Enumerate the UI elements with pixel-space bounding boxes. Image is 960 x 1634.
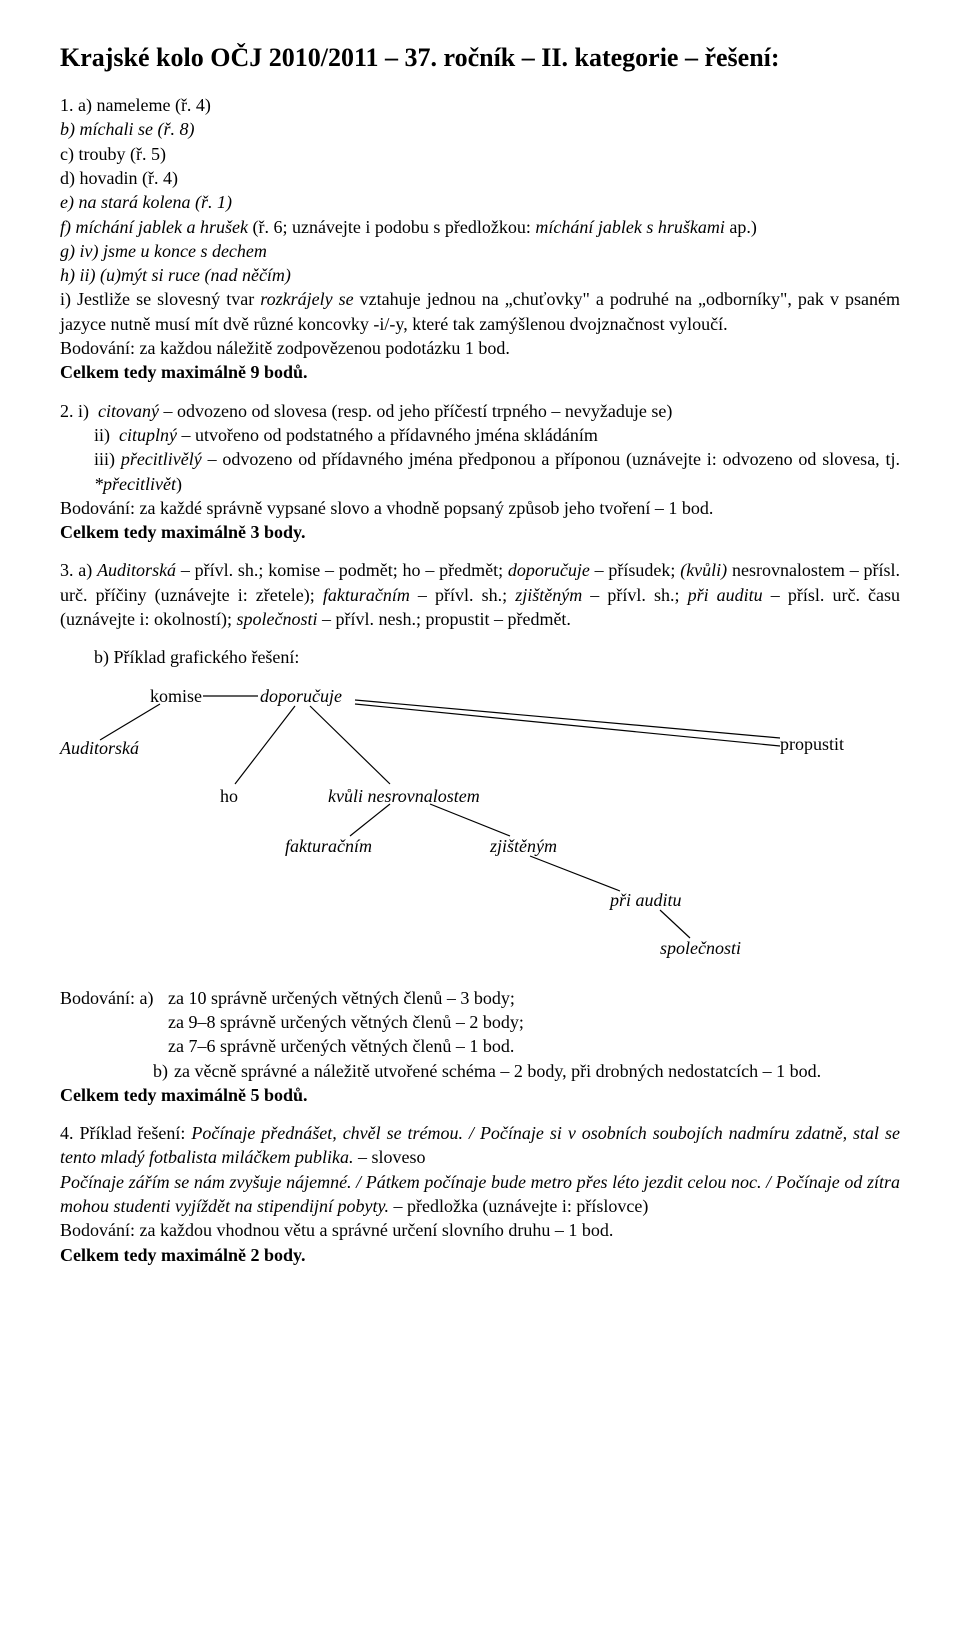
q4-total: Celkem tedy maximálně 2 body.: [60, 1243, 900, 1267]
question-3: 3. a) Auditorská – přívl. sh.; komise – …: [60, 558, 900, 1107]
q1-f: f) míchání jablek a hrušek (ř. 6; uznáve…: [60, 215, 900, 239]
question-4: 4. Příklad řešení: Počínaje přednášet, c…: [60, 1121, 900, 1267]
node-kvuli: kvůli nesrovnalostem: [328, 784, 480, 808]
q4-scoring: Bodování: za každou vhodnou větu a správ…: [60, 1218, 900, 1242]
q1-h: h) ii) (u)mýt si ruce (nad něčím): [60, 263, 900, 287]
q3-scoring-b-text: za věcně správné a náležitě utvořené sch…: [174, 1059, 900, 1083]
q2-i: 2. i) citovaný – odvozeno od slovesa (re…: [60, 399, 900, 423]
q3-scoring-label-b: b): [60, 1059, 174, 1083]
q3-scoring-a1: za 10 správně určených větných členů – 3…: [168, 986, 900, 1010]
node-doporucuje: doporučuje: [260, 684, 342, 708]
q1-c: c) trouby (ř. 5): [60, 142, 900, 166]
q4-p1: 4. Příklad řešení: Počínaje přednášet, c…: [60, 1121, 900, 1170]
node-spolecnosti: společnosti: [660, 936, 741, 960]
page-title: Krajské kolo OČJ 2010/2011 – 37. ročník …: [60, 40, 900, 75]
q3-scoring-b: b) za věcně správné a náležitě utvořené …: [60, 1059, 900, 1083]
q3-a: 3. a) Auditorská – přívl. sh.; komise – …: [60, 558, 900, 631]
node-priauditu: při auditu: [610, 888, 682, 912]
q4-p2: Počínaje zářím se nám zvyšuje nájemné. /…: [60, 1170, 900, 1219]
q1-scoring: Bodování: za každou náležitě zodpovězeno…: [60, 336, 900, 360]
q2-ii: ii) cituplný – utvořeno od podstatného a…: [60, 423, 900, 447]
q3-b-intro: b) Příklad grafického řešení:: [60, 645, 900, 669]
node-propustit: propustit: [780, 732, 844, 756]
q1-i: i) Jestliže se slovesný tvar rozkrájely …: [60, 287, 900, 336]
q3-scoring-a2: za 9–8 správně určených větných členů – …: [168, 1010, 900, 1034]
q2-scoring: Bodování: za každé správně vypsané slovo…: [60, 496, 900, 520]
question-1: 1. a) nameleme (ř. 4) b) míchali se (ř. …: [60, 93, 900, 385]
q3-total: Celkem tedy maximálně 5 bodů.: [60, 1083, 900, 1107]
q1-g: g) iv) jsme u konce s dechem: [60, 239, 900, 263]
q3-scoring-a: Bodování: a) za 10 správně určených větn…: [60, 986, 900, 1059]
sentence-diagram: komise doporučuje Auditorská propustit h…: [60, 676, 900, 976]
q3-scoring-a3: za 7–6 správně určených větných členů – …: [168, 1034, 900, 1058]
node-komise: komise: [150, 684, 202, 708]
node-auditorska: Auditorská: [60, 736, 139, 760]
node-fakturacnim: fakturačním: [285, 834, 372, 858]
node-ho: ho: [220, 784, 238, 808]
q3-scoring-label-a: Bodování: a): [60, 986, 168, 1059]
question-2: 2. i) citovaný – odvozeno od slovesa (re…: [60, 399, 900, 545]
q2-total: Celkem tedy maximálně 3 body.: [60, 520, 900, 544]
q1-b: b) míchali se (ř. 8): [60, 117, 900, 141]
q1-total: Celkem tedy maximálně 9 bodů.: [60, 360, 900, 384]
q2-iii: iii) přecitlivělý – odvozeno od přídavné…: [60, 447, 900, 496]
q1-a: 1. a) nameleme (ř. 4): [60, 93, 900, 117]
q1-d: d) hovadin (ř. 4): [60, 166, 900, 190]
node-zjistenym: zjištěným: [490, 834, 557, 858]
q1-e: e) na stará kolena (ř. 1): [60, 190, 900, 214]
